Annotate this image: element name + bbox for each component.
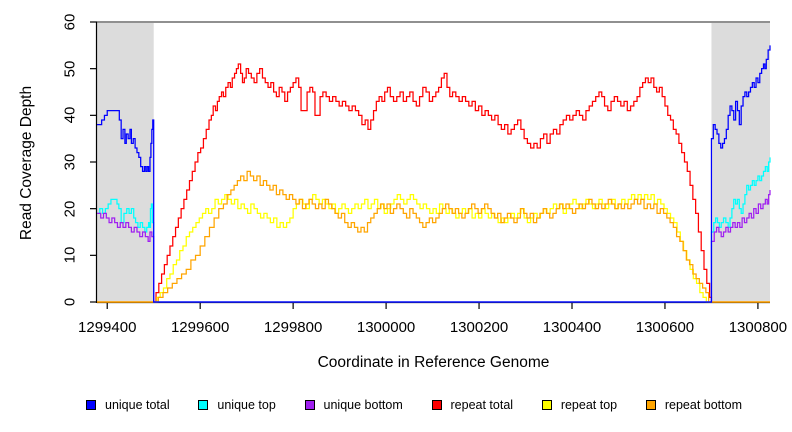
legend-label: unique total	[105, 398, 170, 412]
y-tick-label: 20	[61, 200, 79, 217]
series-repeat-bottom-line	[97, 170, 770, 303]
series-repeat-top-line	[97, 194, 770, 303]
series-unique-bottom-line	[97, 190, 771, 303]
legend-swatch-icon	[431, 400, 442, 410]
x-tick-label: 1299600	[170, 319, 230, 336]
legend-item: repeat bottom	[645, 398, 742, 412]
x-tick-label: 1300600	[635, 319, 695, 336]
x-tick-label: 1299400	[78, 319, 137, 336]
legend-swatch-icon	[304, 400, 315, 410]
legend-swatch-icon	[645, 400, 656, 410]
y-tick-label: 50	[61, 60, 79, 77]
legend-label: unique top	[217, 398, 276, 412]
y-tick-label: 60	[61, 13, 79, 31]
series-unique-top-line	[97, 157, 771, 303]
legend-item: unique total	[86, 398, 170, 412]
y-tick-label: 40	[61, 106, 79, 124]
y-tick-label: 30	[61, 153, 79, 171]
legend-label: unique bottom	[323, 398, 403, 412]
legend-item: unique bottom	[304, 398, 403, 412]
x-axis-title: Coordinate in Reference Genome	[317, 354, 550, 371]
series-repeat-total-line	[97, 63, 770, 303]
legend-label: repeat total	[450, 398, 514, 412]
x-tick-label: 1300400	[542, 319, 602, 336]
series-unique-total-line	[97, 45, 771, 303]
x-tick-label: 1300200	[449, 319, 509, 336]
legend-label: repeat bottom	[664, 398, 742, 412]
y-tick-label: 0	[61, 297, 79, 307]
legend-swatch-icon	[86, 400, 96, 410]
x-tick-label: 1300800	[728, 319, 788, 336]
legend-label: repeat top	[560, 398, 618, 412]
legend: unique total unique top unique bottom re…	[86, 396, 742, 414]
masked-region	[711, 22, 770, 302]
masked-region	[97, 22, 154, 302]
legend-item: repeat total	[431, 398, 514, 412]
legend-swatch-icon	[541, 400, 552, 410]
x-tick-label: 1299800	[263, 319, 323, 336]
y-tick-label: 10	[61, 246, 79, 264]
x-tick-label: 1300000	[356, 319, 416, 336]
legend-swatch-icon	[198, 400, 209, 410]
legend-item: unique top	[198, 398, 276, 412]
legend-item: repeat top	[541, 398, 618, 412]
